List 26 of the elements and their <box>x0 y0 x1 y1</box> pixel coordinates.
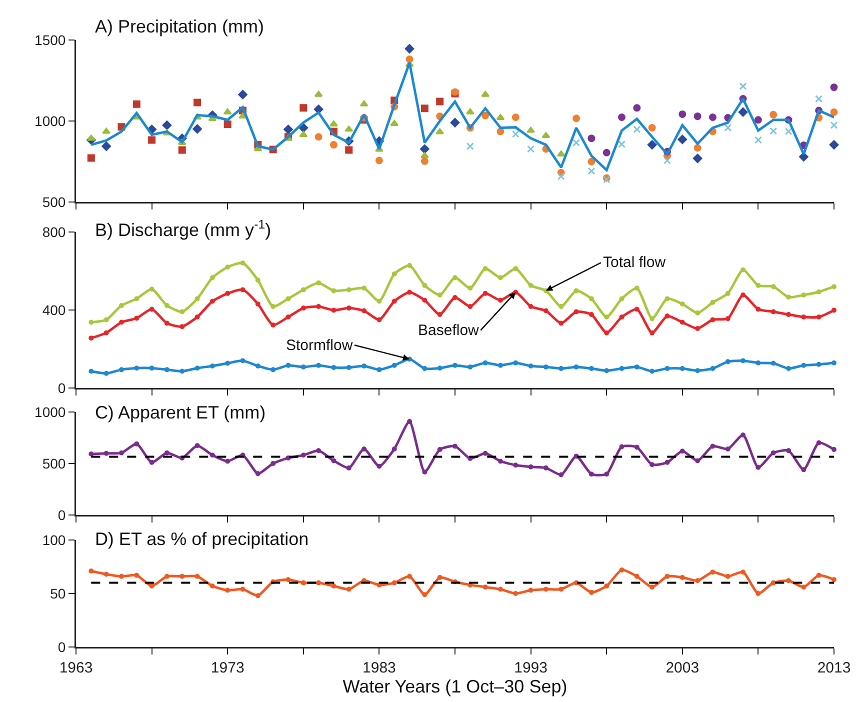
x-tick-label: 1983 <box>362 660 396 676</box>
chart-title: D) ET as % of precipitation <box>94 529 309 550</box>
y-tick-label: 0 <box>58 380 66 396</box>
chart-title: C) Apparent ET (mm) <box>94 402 266 423</box>
y-tick-label: 50 <box>50 585 66 602</box>
x-tick-label: 1963 <box>59 660 93 676</box>
series-label: Stormflow <box>286 337 353 354</box>
y-tick-label: 100 <box>42 532 66 548</box>
chart-title: B) Discharge (mm y$^{-1}$) <box>94 218 272 240</box>
y-tick-label: 1500 <box>34 32 66 48</box>
y-tick-label: 0 <box>58 506 66 523</box>
y-tick-label: 500 <box>42 194 66 210</box>
series-label: Baseflow <box>418 322 480 339</box>
y-tick-label: 400 <box>42 302 66 318</box>
y-tick-label: 800 <box>42 224 66 240</box>
x-axis-title: Water Years (1 Oct–30 Sep) <box>342 676 568 696</box>
y-tick-label: 0 <box>58 638 66 655</box>
chart-title: A) Precipitation (mm) <box>94 16 264 37</box>
x-tick-label: 2003 <box>666 660 700 676</box>
y-tick-label: 1000 <box>34 404 66 420</box>
y-tick-label: 500 <box>42 455 66 472</box>
y-tick-label: 1000 <box>34 112 66 129</box>
series-label: Total flow <box>603 254 666 271</box>
x-tick-label: 1973 <box>210 660 244 676</box>
x-tick-label: 1993 <box>514 660 548 676</box>
x-tick-label: 2013 <box>817 660 851 676</box>
